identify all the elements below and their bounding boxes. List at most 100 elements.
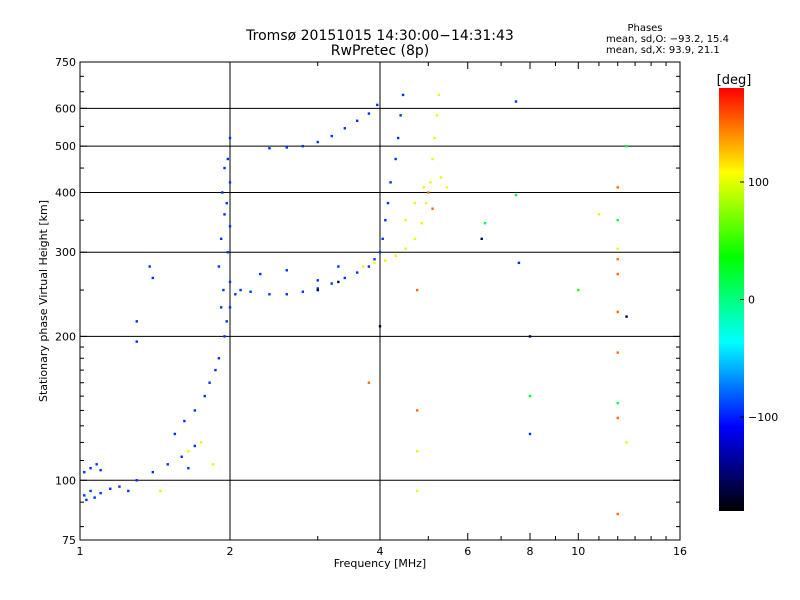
data-point <box>301 144 305 148</box>
data-point <box>173 432 177 436</box>
data-point <box>228 306 232 309</box>
data-point <box>577 288 580 292</box>
data-point <box>183 419 186 423</box>
data-point <box>151 276 155 280</box>
x-tick-label: 1 <box>77 545 84 558</box>
data-point <box>528 394 532 398</box>
data-point <box>355 119 359 123</box>
x-tick-label: 6 <box>464 545 471 558</box>
data-point <box>219 237 223 241</box>
data-point <box>83 494 86 497</box>
data-point <box>85 498 88 502</box>
data-point <box>424 201 428 205</box>
data-point <box>268 147 271 150</box>
data-point <box>193 444 197 448</box>
data-point <box>225 201 228 205</box>
data-point <box>223 335 226 338</box>
data-point <box>208 381 211 384</box>
gridlines <box>80 62 680 540</box>
chart-title: Tromsø 20151015 14:30:00−14:31:43 <box>245 28 514 44</box>
stats-o-mode: mean, sd,O: −93.2, 15.4 <box>606 34 729 45</box>
y-tick-label: 400 <box>55 186 76 199</box>
data-point <box>413 201 417 205</box>
x-axis-label: Frequency [MHz] <box>334 557 426 570</box>
data-point <box>415 409 419 412</box>
chart-subtitle: RwPretec (8p) <box>331 43 429 59</box>
data-point <box>517 261 521 265</box>
data-point <box>616 258 619 261</box>
colorbar-ticks: 100 0 −100 <box>740 176 778 424</box>
data-point <box>330 134 333 138</box>
x-tick-label: 2 <box>227 545 234 558</box>
colorbar-label: [deg] <box>717 73 752 88</box>
y-tick-label: 750 <box>55 56 76 69</box>
data-point <box>217 357 221 360</box>
data-point <box>316 140 319 144</box>
data-point <box>401 93 405 97</box>
data-point <box>616 512 619 516</box>
data-point <box>616 351 619 354</box>
data-point <box>211 463 215 466</box>
x-tick-label: 4 <box>377 545 384 558</box>
data-point <box>135 340 138 343</box>
data-point <box>439 176 443 179</box>
data-point <box>355 271 359 274</box>
data-point <box>118 485 121 488</box>
colorbar <box>719 88 744 511</box>
data-point <box>159 489 162 493</box>
data-point <box>367 381 371 384</box>
data-point <box>223 166 226 170</box>
data-point <box>384 259 387 262</box>
data-point <box>429 181 432 184</box>
data-point <box>625 144 628 148</box>
data-point <box>151 470 155 474</box>
data-point <box>219 306 223 309</box>
data-point <box>217 265 221 268</box>
data-point <box>437 93 441 97</box>
colorbar-tick-label: 0 <box>748 294 755 307</box>
data-point <box>373 261 376 265</box>
data-point <box>228 280 232 284</box>
data-point <box>528 335 532 338</box>
data-point <box>259 272 262 276</box>
data-point <box>89 466 92 470</box>
x-tick-label: 16 <box>673 545 687 558</box>
data-point <box>404 219 407 222</box>
data-point <box>228 181 232 184</box>
data-point <box>214 368 217 372</box>
data-point <box>480 237 483 241</box>
data-point <box>285 293 288 296</box>
data-point <box>301 290 305 293</box>
data-point <box>93 496 96 499</box>
colorbar-tick-label: −100 <box>748 411 778 424</box>
data-point <box>225 320 228 323</box>
data-point <box>239 288 242 292</box>
data-point <box>396 136 400 140</box>
data-point <box>187 450 190 453</box>
data-point <box>337 265 340 268</box>
data-point <box>483 222 487 225</box>
data-point <box>625 315 628 318</box>
data-point <box>199 441 203 444</box>
data-point <box>616 401 619 405</box>
data-point <box>389 181 392 184</box>
data-point <box>616 219 619 222</box>
data-point <box>415 450 419 453</box>
data-point <box>180 455 183 458</box>
data-point <box>193 409 197 412</box>
data-point <box>415 489 419 493</box>
data-point <box>431 207 434 210</box>
data-point <box>223 213 226 216</box>
colorbar-tick-label: 100 <box>748 176 769 189</box>
data-point <box>616 186 619 189</box>
data-point <box>431 157 434 161</box>
data-point <box>226 251 230 254</box>
data-point <box>316 288 319 292</box>
data-point <box>378 325 382 328</box>
data-point <box>433 136 436 140</box>
data-point <box>361 265 365 268</box>
y-tick-label: 500 <box>55 140 76 153</box>
data-point <box>343 276 347 280</box>
data-point <box>135 479 138 482</box>
